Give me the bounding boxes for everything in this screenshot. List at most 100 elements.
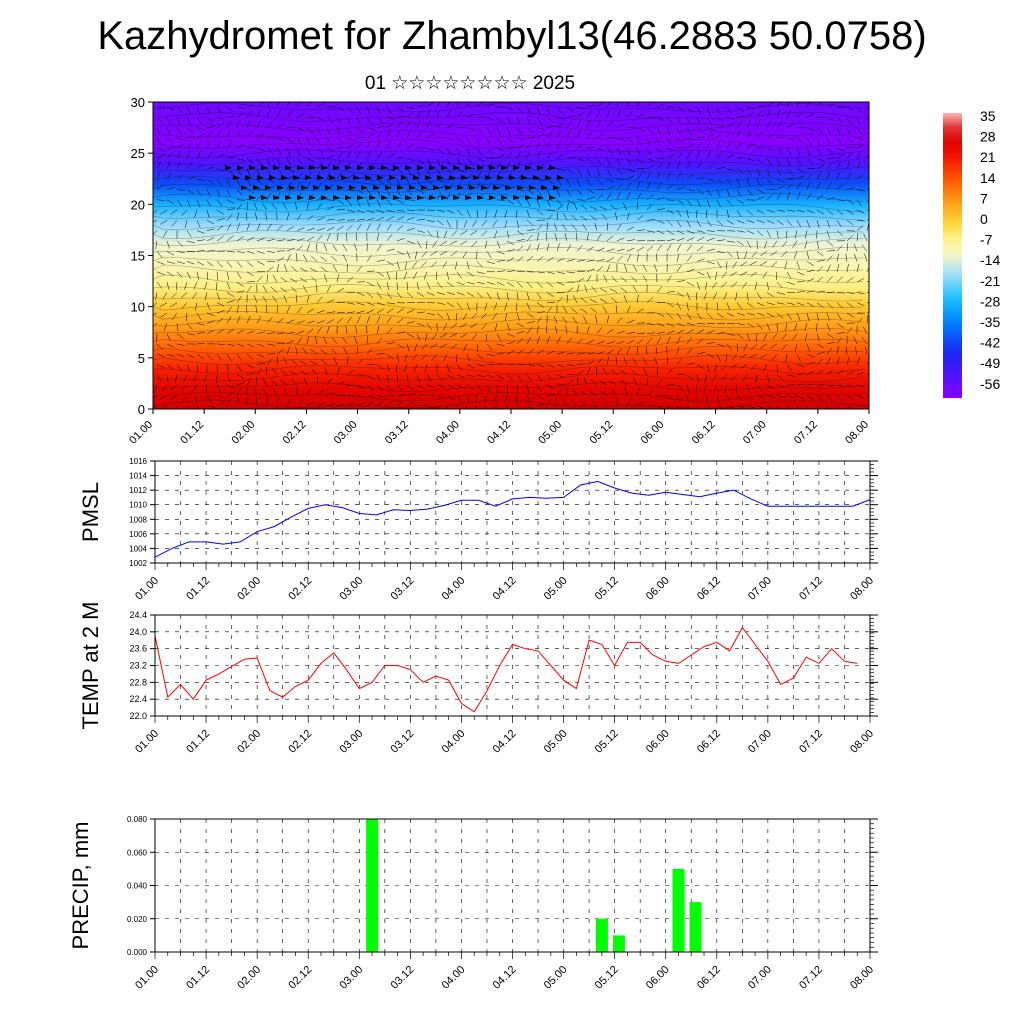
wind-barb — [596, 340, 605, 345]
wind-flag — [433, 185, 440, 190]
wind-barb — [726, 117, 735, 120]
colorbar-label: -14 — [980, 252, 1000, 268]
wind-barb — [416, 158, 424, 164]
wind-barb — [626, 212, 630, 221]
wind-barb — [570, 307, 578, 314]
wind-barb — [546, 117, 554, 123]
wind-barb — [226, 199, 235, 204]
wind-barb — [236, 179, 241, 187]
wind-barb — [266, 158, 271, 166]
wind-barb — [206, 126, 215, 128]
wind-barb — [646, 377, 649, 386]
wind-barb — [856, 264, 860, 272]
x-tick-label: 06.12 — [695, 964, 723, 992]
wind-barb — [416, 146, 425, 149]
wind-flag — [401, 175, 408, 180]
wind-barb — [826, 312, 830, 321]
wind-barb — [436, 374, 443, 381]
wind-barb — [603, 274, 608, 283]
wind-barb — [826, 157, 836, 159]
wind-barb — [176, 174, 184, 180]
wind-barb — [176, 333, 184, 339]
wind-barb — [416, 323, 425, 327]
x-tick-label: 07.12 — [797, 728, 825, 756]
wind-barb — [396, 178, 401, 187]
wind-barb — [296, 181, 301, 190]
wind-barb — [564, 233, 568, 241]
wind-barb — [756, 189, 765, 194]
x-tick-label: 01.00 — [133, 575, 161, 603]
wind-flag — [277, 185, 284, 190]
wind-barb — [326, 206, 335, 211]
wind-barb — [856, 384, 865, 388]
wind-barb — [396, 394, 406, 396]
wind-barb — [686, 209, 689, 218]
wind-barb — [342, 254, 348, 262]
wind-barb — [246, 261, 254, 267]
wind-barb — [526, 229, 535, 231]
wind-flag — [405, 165, 412, 170]
wind-barb — [596, 158, 602, 166]
wind-barb — [686, 329, 694, 334]
wind-barb — [446, 168, 453, 175]
wind-barb — [736, 385, 738, 394]
wind-barb — [316, 389, 324, 396]
wind-barb — [196, 261, 205, 266]
x-tick-label: 02.00 — [235, 575, 263, 603]
wind-barb — [436, 168, 442, 176]
wind-barb — [626, 137, 634, 144]
wind-barb — [506, 333, 515, 337]
wind-barb — [586, 259, 595, 262]
wind-barb — [566, 294, 568, 303]
wind-barb — [496, 199, 505, 202]
wind-barb — [836, 302, 843, 309]
wind-barb — [280, 379, 288, 386]
wind-barb — [676, 137, 684, 144]
wind-barb — [636, 215, 644, 221]
wind-barb — [736, 323, 745, 326]
wind-barb — [170, 209, 178, 215]
wind-barb — [466, 302, 470, 311]
wind-barb — [556, 374, 565, 378]
wind-barb — [166, 172, 172, 180]
wind-barb — [806, 137, 812, 145]
wind-flag — [421, 185, 428, 190]
wind-barb — [686, 312, 692, 320]
wind-barb — [286, 148, 291, 156]
wind-barb — [636, 181, 641, 190]
wind-barb — [506, 127, 511, 136]
wind-barb — [576, 143, 584, 149]
wind-barb — [366, 189, 372, 196]
wind-barb — [156, 374, 162, 382]
wind-barb — [186, 141, 193, 149]
wind-barb — [696, 338, 704, 345]
wind-barb — [606, 158, 611, 166]
wind-barb — [856, 395, 865, 399]
wind-barb — [186, 230, 192, 238]
wind-barb — [606, 328, 614, 334]
wind-barb — [396, 400, 404, 406]
wind-barb — [416, 333, 421, 342]
wind-barb — [504, 395, 508, 403]
wind-barb — [806, 158, 814, 165]
x-tick-label: 08.00 — [848, 964, 876, 992]
wind-barb — [856, 143, 865, 149]
wind-barb — [466, 384, 474, 391]
wind-barb — [416, 384, 425, 389]
wind-barb — [526, 395, 531, 403]
wind-barb — [730, 281, 738, 288]
wind-barb — [626, 158, 632, 166]
wind-barb — [153, 302, 158, 307]
wind-barb — [606, 264, 611, 272]
wind-barb — [586, 367, 591, 375]
wind-barb — [726, 209, 730, 218]
wind-barb — [466, 158, 473, 165]
wind-barb — [796, 290, 805, 293]
wind-barb — [806, 290, 815, 293]
wind-barb — [466, 102, 471, 108]
wind-barb — [426, 147, 435, 151]
wind-barb — [496, 385, 499, 393]
wind-barb — [326, 199, 335, 202]
wind-barb — [194, 209, 198, 218]
wind-barb — [856, 127, 862, 135]
